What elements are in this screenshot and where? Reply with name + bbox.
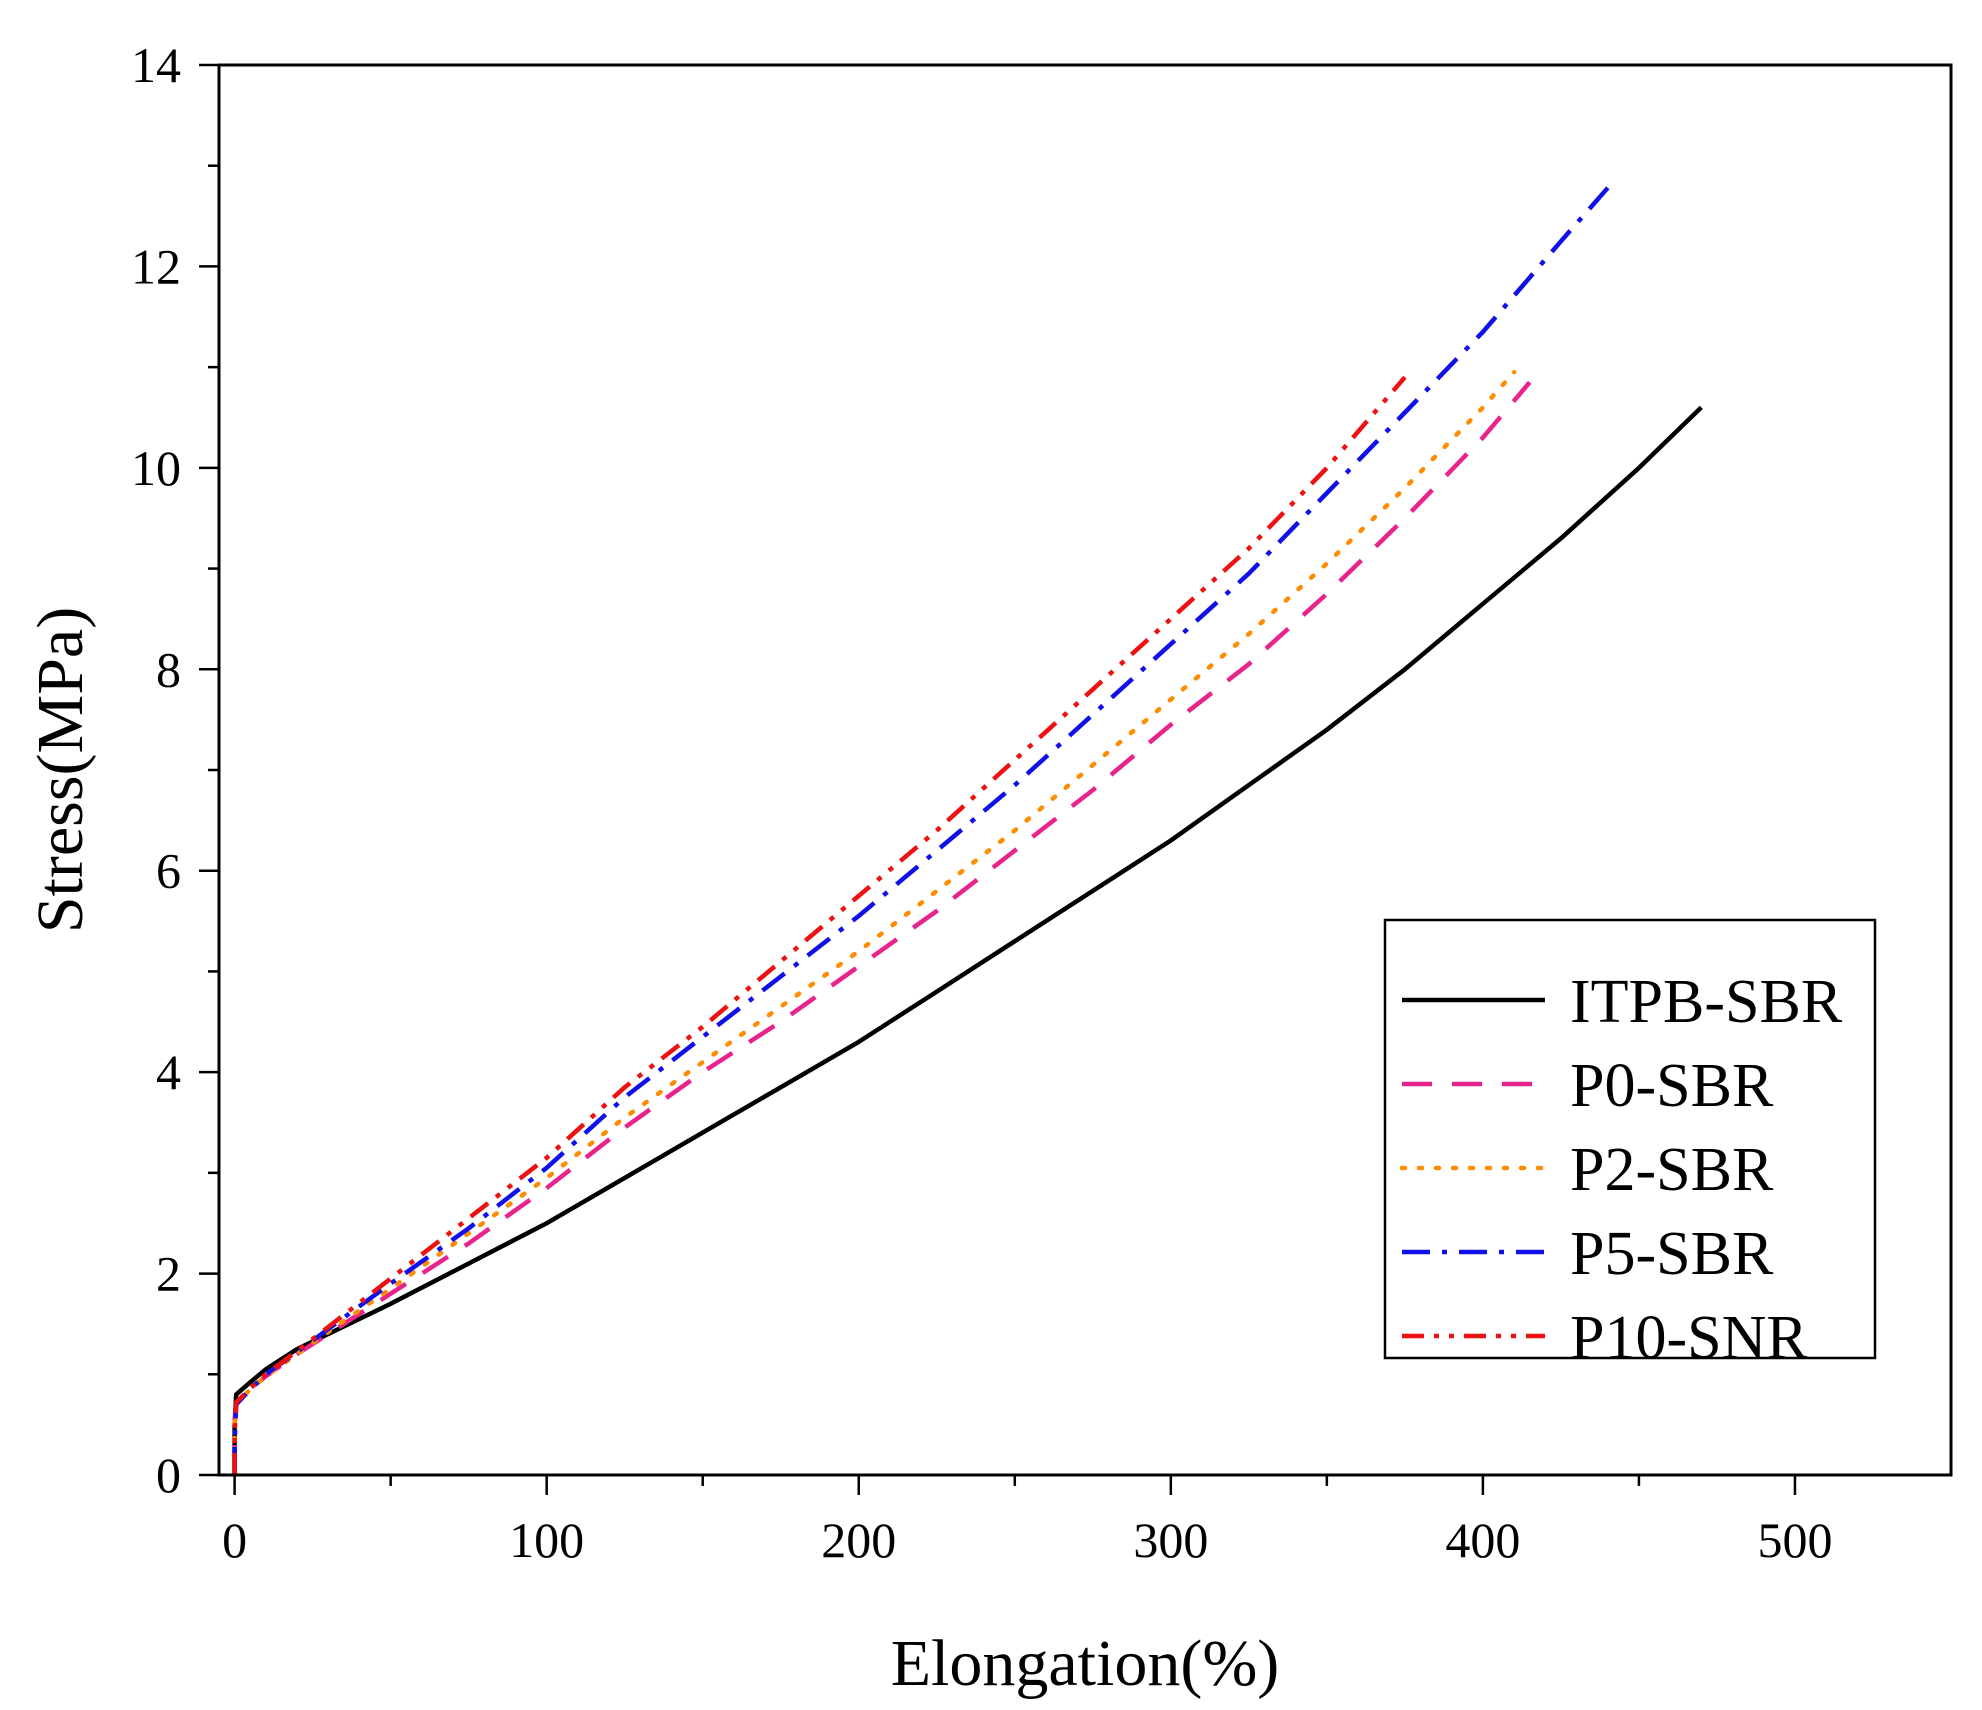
y-tick-label: 14: [131, 37, 181, 93]
legend-label-p5-sbr: P5-SBR: [1570, 1220, 1774, 1288]
series-line-itpb-sbr: [232, 405, 1703, 1475]
x-tick-label: 300: [1133, 1512, 1208, 1568]
ticks-layer: 0 100 200 300 400 500 0 2 4 6 8 10 12 14: [131, 37, 1832, 1568]
legend: ITPB-SBR P0-SBR P2-SBR P5-SBR P10-SNR: [1383, 918, 1877, 1372]
legend-label-itpb-sbr: ITPB-SBR: [1570, 968, 1843, 1036]
x-axis-title: Elongation(%): [891, 1627, 1280, 1700]
y-tick-label: 0: [156, 1447, 181, 1503]
y-tick-label: 8: [156, 641, 181, 697]
x-tick-label: 500: [1757, 1512, 1832, 1568]
x-tick-label: 100: [509, 1512, 584, 1568]
y-tick-label: 6: [156, 843, 181, 899]
series-line-p10-snr: [232, 375, 1407, 1475]
legend-box: [1383, 918, 1877, 1360]
y-tick-label: 10: [131, 440, 181, 496]
x-tick-label: 400: [1445, 1512, 1520, 1568]
y-axis-title: Stress(MPa): [24, 607, 97, 933]
x-tick-label: 0: [222, 1512, 247, 1568]
legend-label-p10-snr: P10-SNR: [1570, 1304, 1808, 1372]
series-line-p2-sbr: [232, 369, 1517, 1478]
x-tick-label: 200: [821, 1512, 896, 1568]
series-layer: [232, 179, 1703, 1478]
legend-label-p0-sbr: P0-SBR: [1570, 1052, 1774, 1120]
legend-label-p2-sbr: P2-SBR: [1570, 1136, 1774, 1204]
y-tick-label: 2: [156, 1246, 181, 1302]
y-tick-label: 4: [156, 1044, 181, 1100]
y-tick-label: 12: [131, 238, 181, 294]
